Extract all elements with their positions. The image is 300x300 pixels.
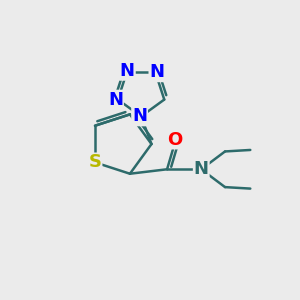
- Text: O: O: [167, 130, 182, 148]
- Text: N: N: [120, 62, 135, 80]
- Text: N: N: [108, 91, 123, 109]
- Text: N: N: [149, 63, 164, 81]
- Text: S: S: [88, 153, 101, 171]
- Text: N: N: [132, 107, 147, 125]
- Text: N: N: [194, 160, 209, 178]
